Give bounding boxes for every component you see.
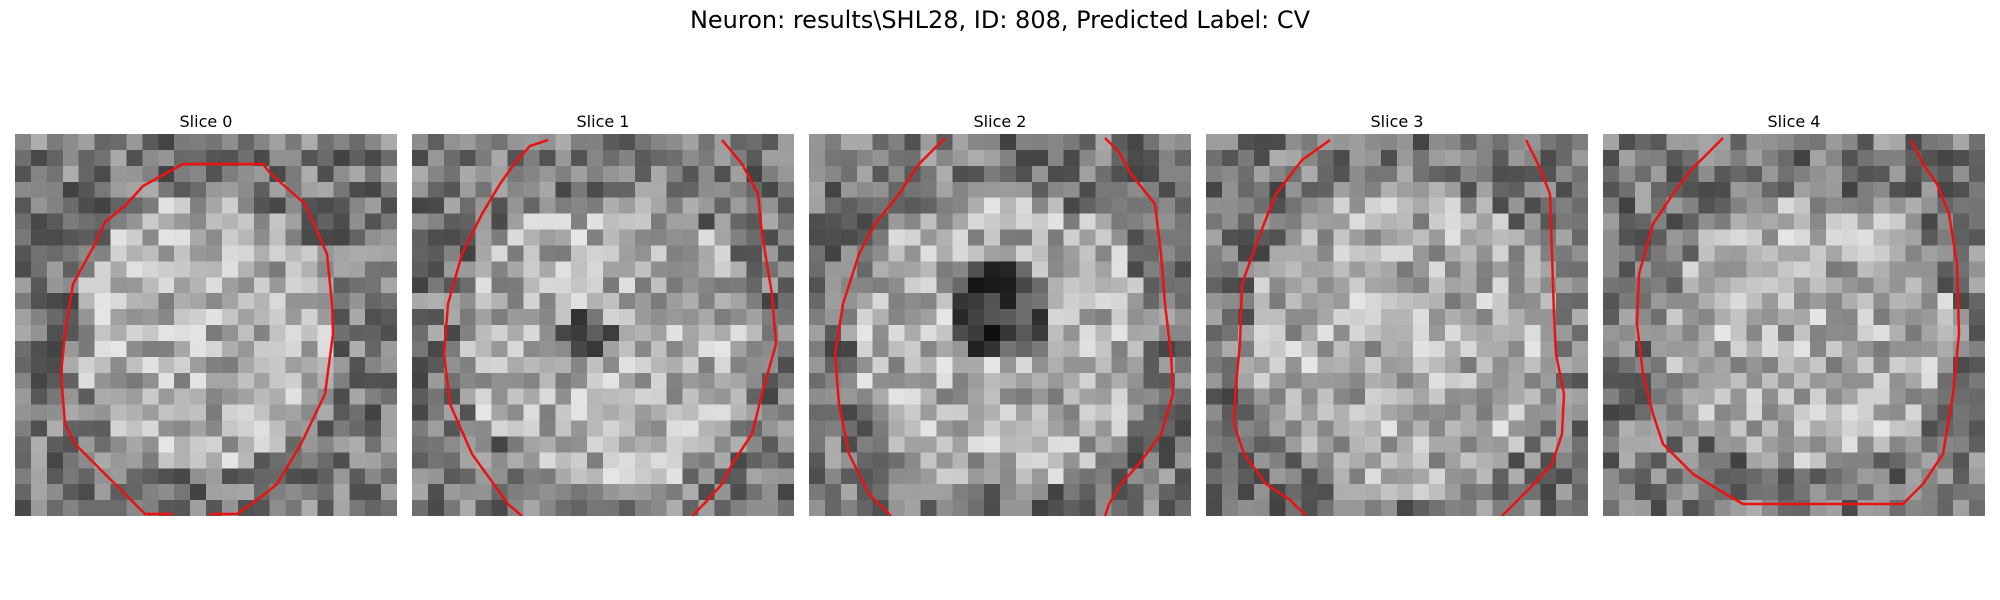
slice-panel: Slice 4 (1603, 110, 1985, 516)
slice-title: Slice 4 (1767, 112, 1821, 131)
slice-panel: Slice 0 (15, 110, 397, 516)
segmentation-contour (1635, 137, 1961, 506)
grayscale-slice (412, 134, 794, 516)
slice-title: Slice 1 (576, 112, 630, 131)
grayscale-slice (809, 134, 1191, 516)
slice-panel: Slice 1 (412, 110, 794, 516)
segmentation-contour (833, 137, 1175, 516)
segmentation-contour (442, 138, 778, 516)
grayscale-slice (1206, 134, 1588, 516)
segmentation-contour (1232, 138, 1566, 516)
slice-image (412, 134, 794, 516)
slice-title: Slice 3 (1370, 112, 1424, 131)
slice-title: Slice 0 (179, 112, 233, 131)
slice-panel: Slice 3 (1206, 110, 1588, 516)
slice-image (809, 134, 1191, 516)
slice-image (1206, 134, 1588, 516)
slice-image (1603, 134, 1985, 516)
segmentation-contour (59, 162, 335, 516)
slice-panel: Slice 2 (809, 110, 1191, 516)
slice-title: Slice 2 (973, 112, 1027, 131)
figure-title: Neuron: results\SHL28, ID: 808, Predicte… (689, 6, 1311, 34)
grayscale-slice (1603, 134, 1985, 516)
slice-image (15, 134, 397, 516)
